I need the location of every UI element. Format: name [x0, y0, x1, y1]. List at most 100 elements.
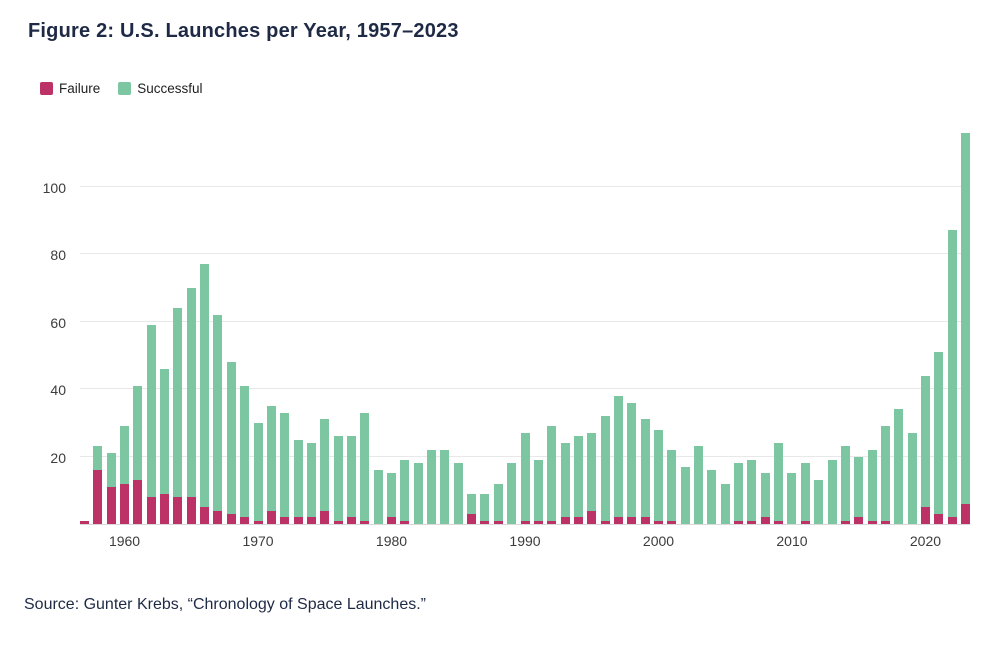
bar-segment-successful [934, 351, 944, 514]
bar-segment-failure [467, 513, 477, 524]
bar-segment-successful [760, 473, 770, 518]
bar-segment-failure [734, 520, 744, 524]
x-axis-label: 1980 [375, 533, 408, 549]
bar-segment-successful [360, 412, 370, 521]
bar-segment-failure [226, 513, 236, 524]
bar-segment-failure [934, 513, 944, 524]
bar-segment-successful [600, 416, 610, 521]
bar-segment-successful [520, 432, 530, 521]
bar-1959 [106, 453, 116, 524]
bar-segment-failure [547, 520, 557, 524]
bar-1996 [600, 416, 610, 524]
legend-item-successful: Successful [118, 81, 203, 96]
bar-1984 [440, 449, 450, 524]
bar-segment-successful [173, 308, 183, 497]
bar-segment-successful [867, 449, 877, 521]
bar-segment-failure [667, 520, 677, 524]
bar-2007 [747, 459, 757, 524]
bar-1957 [80, 520, 89, 524]
bar-1970 [253, 422, 263, 524]
bar-2000 [653, 429, 663, 524]
bar-2010 [787, 473, 797, 524]
bar-1993 [560, 443, 570, 524]
bar-segment-failure [253, 520, 263, 524]
bar-1990 [520, 432, 530, 524]
gridline [80, 388, 970, 389]
bar-segment-failure [106, 486, 116, 524]
gridline [80, 253, 970, 254]
chart-title: Figure 2: U.S. Launches per Year, 1957–2… [28, 20, 459, 42]
bar-1958 [93, 446, 103, 524]
bar-segment-successful [613, 395, 623, 518]
bar-1982 [413, 463, 423, 524]
bar-segment-failure [360, 520, 370, 524]
bar-segment-successful [427, 449, 437, 524]
bar-segment-successful [400, 459, 410, 521]
bar-1998 [627, 402, 637, 524]
bar-segment-failure [93, 470, 103, 524]
bar-2008 [760, 473, 770, 524]
bar-1961 [133, 385, 143, 524]
bar-segment-failure [947, 517, 957, 524]
bar-segment-failure [266, 510, 276, 524]
bar-segment-successful [707, 470, 717, 524]
bar-segment-successful [333, 436, 343, 521]
bar-segment-successful [840, 446, 850, 521]
bar-2017 [880, 426, 890, 524]
bar-segment-successful [160, 368, 170, 494]
bar-segment-successful [440, 449, 450, 524]
bar-1995 [587, 432, 597, 524]
bar-segment-successful [346, 436, 356, 518]
legend-swatch-failure-icon [40, 82, 53, 95]
bar-segment-successful [694, 446, 704, 524]
bar-segment-failure [80, 520, 89, 524]
bar-2019 [907, 432, 917, 524]
bar-1966 [200, 264, 210, 524]
bar-segment-successful [880, 426, 890, 521]
bar-1962 [146, 324, 156, 524]
bar-segment-successful [146, 324, 156, 497]
bar-segment-successful [907, 432, 917, 524]
bar-segment-successful [413, 463, 423, 524]
bar-2002 [680, 466, 690, 524]
bar-segment-successful [387, 473, 396, 518]
bar-2022 [947, 230, 957, 524]
bar-1971 [266, 405, 276, 524]
bar-1999 [640, 419, 650, 524]
bar-segment-successful [774, 443, 784, 521]
bar-segment-failure [346, 517, 356, 524]
bar-2001 [667, 449, 677, 524]
bar-segment-successful [827, 459, 837, 524]
bar-1987 [480, 493, 490, 524]
bar-1997 [613, 395, 623, 524]
x-axis-label: 2020 [909, 533, 942, 549]
bar-segment-successful [93, 446, 103, 470]
bar-segment-successful [453, 463, 463, 524]
legend-label-failure: Failure [59, 81, 101, 96]
bar-1964 [173, 308, 183, 524]
bar-segment-failure [306, 517, 316, 524]
bar-segment-failure [840, 520, 850, 524]
x-axis-label: 1960 [108, 533, 141, 549]
bar-segment-failure [213, 510, 223, 524]
bar-segment-failure [320, 510, 330, 524]
bar-segment-failure [573, 517, 583, 524]
bar-segment-successful [253, 422, 263, 521]
chart-legend: Failure Successful [40, 81, 203, 96]
bar-segment-successful [947, 230, 957, 518]
bar-1976 [333, 436, 343, 524]
y-axis: 20 40 60 80 100 [0, 120, 66, 525]
bar-2005 [720, 483, 730, 524]
bar-segment-successful [653, 429, 663, 521]
x-axis-label: 2000 [642, 533, 675, 549]
bar-segment-successful [747, 459, 757, 521]
bar-2018 [894, 409, 904, 524]
bar-1979 [373, 470, 383, 524]
bar-segment-failure [493, 520, 503, 524]
bar-1967 [213, 314, 223, 524]
bar-segment-failure [240, 517, 250, 524]
bar-segment-failure [120, 483, 130, 524]
bar-segment-successful [373, 470, 383, 524]
bar-1980 [387, 473, 396, 524]
bar-2009 [774, 443, 784, 524]
